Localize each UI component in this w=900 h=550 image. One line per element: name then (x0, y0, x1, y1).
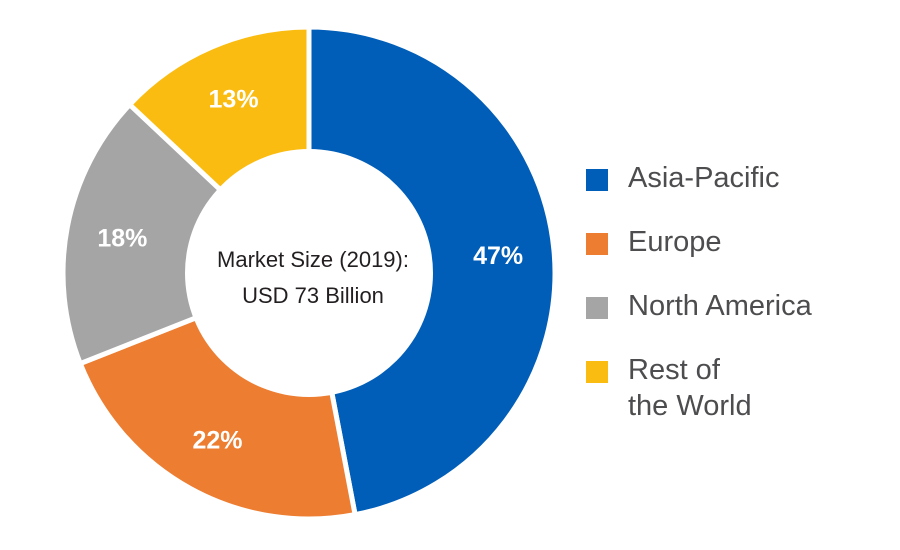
chart-legend: Asia-Pacific Europe North America Rest o… (586, 160, 886, 452)
legend-item-north-america: North America (586, 288, 886, 324)
legend-swatch-asia-pacific (586, 169, 608, 191)
legend-label-europe: Europe (628, 226, 722, 258)
center-text-line-1: Market Size (2019): (217, 247, 409, 272)
slice-label-asia-pacific: 47% (473, 242, 523, 270)
legend-swatch-europe (586, 233, 608, 255)
legend-item-europe: Europe (586, 224, 886, 260)
legend-swatch-rest-of-the-world (586, 361, 608, 383)
legend-swatch-north-america (586, 297, 608, 319)
legend-label-north-america: North America (628, 290, 812, 322)
center-text-line-2: USD 73 Billion (242, 283, 384, 308)
slice-north-america (60, 101, 314, 367)
legend-label-asia-pacific: Asia-Pacific (628, 162, 780, 194)
slice-label-europe: 22% (192, 426, 242, 454)
slice-labels: 47% 22% 18% 13% (97, 86, 523, 455)
legend-label-rest-of-the-world: Rest of the World (628, 354, 752, 422)
donut-center-hole (185, 149, 433, 397)
legend-item-asia-pacific: Asia-Pacific (586, 160, 886, 196)
slice-label-rest-of-the-world: 13% (209, 86, 259, 114)
slice-label-north-america: 18% (97, 224, 147, 252)
legend-item-rest-of-the-world: Rest of the World (586, 352, 886, 424)
